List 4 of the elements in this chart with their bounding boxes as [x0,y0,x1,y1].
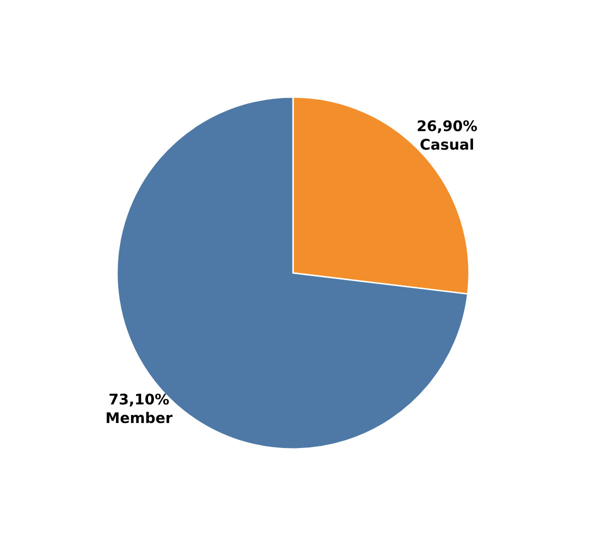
data-label: 26,90% [418,120,477,134]
slice-label: Member [106,412,172,424]
data-label: 73,10% [110,394,169,406]
slice-label: Casual [420,138,474,150]
